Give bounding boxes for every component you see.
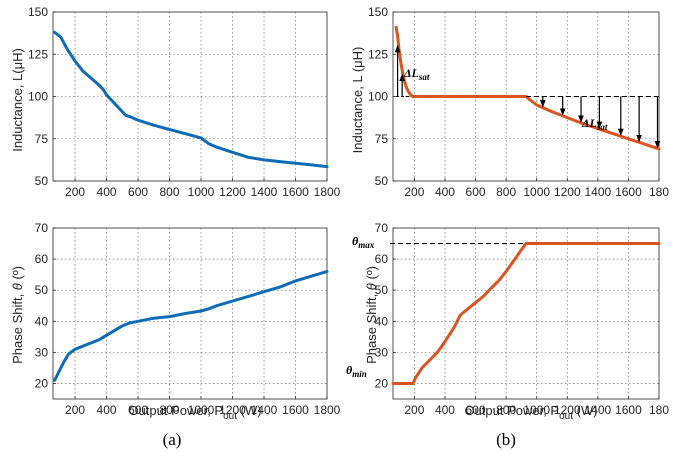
annotation-marks [390,45,661,245]
x-tick-label: 200 [404,185,424,199]
x-tick-label: 1400 [584,185,611,199]
x-tick-label: 1000 [523,403,550,417]
x-tick-label: 1000 [523,185,550,199]
x-tick-label: 400 [435,185,455,199]
x-tick-label: 800 [496,403,516,417]
x-tick-label: 180 [649,403,669,417]
y-tick-label: 50 [375,283,389,297]
x-tick-label: 600 [466,185,486,199]
x-tick-label: 1600 [282,403,309,417]
caption-a: (a) [163,430,182,449]
y-tick-label: 50 [35,283,49,297]
y-tick-label: 70 [375,221,389,235]
y-tick-label: 125 [368,47,388,61]
xlabel-b: Output Power, Pout (W) [464,403,597,422]
x-tick-label: 400 [435,403,455,417]
panel-a-top: 200 400 600 800 1000 1200 1400 1600 1800 50 75 100 1… [28,5,341,199]
y-tick-label: 100 [28,90,48,104]
caption-b: (b) [496,430,516,449]
x-tick-label: 1400 [584,403,611,417]
ylabel-b-bottom: Phase Shift, θ (º) [364,266,379,364]
series-line [391,242,661,385]
y-tick-label: 20 [375,376,389,390]
theta-annotations: θmax θmin [346,234,375,379]
x-tick-label: 400 [97,403,117,417]
y-tick-label: 50 [375,174,389,188]
xlabel-a: Output Power, Pout (W) [128,403,261,422]
y-tick-label: 50 [35,174,49,188]
x-tick-label: 800 [160,185,180,199]
theta-max-label: θmax [352,234,375,250]
panel-b-top: 200 400 600 800 1000 1200 1400 1600 180 50 75 100 12… [368,5,669,199]
ylabel-a-bottom: Phase Shift, θ (º) [10,266,25,364]
x-tick-label: 600 [128,403,148,417]
y-tick-label: 100 [368,90,388,104]
y-tick-label: 20 [35,376,49,390]
x-tick-label: 200 [65,403,85,417]
y-tick-label: 70 [35,221,49,235]
y-tick-label: 150 [28,5,48,19]
y-tick-label: 30 [35,345,49,359]
x-tick-label: 1600 [615,185,642,199]
x-tick-label: 200 [65,185,85,199]
y-tick-label: 30 [375,345,389,359]
y-tick-label: 40 [375,314,389,328]
series-line [53,270,329,382]
x-tick-label: 1000 [188,403,215,417]
x-tick-label: 1200 [219,185,246,199]
x-tick-label: 1200 [554,185,581,199]
y-tick-label: 75 [375,132,389,146]
x-tick-label: 1800 [314,185,341,199]
x-tick-label: 1600 [282,185,309,199]
panel-a-bottom: 200 400 600 800 1000 1200 1400 1600 1800 20 30 40 50… [35,221,341,417]
x-tick-label: 600 [128,185,148,199]
x-tick-label: 1800 [314,403,341,417]
x-tick-label: 1600 [615,403,642,417]
theta-min-label: θmin [346,363,367,379]
x-tick-label: 200 [404,403,424,417]
y-tick-label: 60 [35,252,49,266]
x-tick-label: 1200 [554,403,581,417]
x-tick-label: 1200 [219,403,246,417]
ylabel-a-top: Inductance, L(μH) [10,48,25,152]
series-line [53,30,329,169]
x-tick-label: 800 [160,403,180,417]
plot-frame [392,227,660,400]
x-tick-label: 180 [649,185,669,199]
y-tick-label: 75 [35,132,49,146]
x-tick-label: 800 [496,185,516,199]
panel-b-bottom: 200 400 600 800 1000 1200 1400 1600 180 20 30 40 50 6… [375,221,670,417]
x-tick-label: 1000 [188,185,215,199]
y-tick-label: 125 [28,47,48,61]
y-tick-label: 60 [375,252,389,266]
delta-l-label-left: ΔLsat [403,66,430,82]
y-tick-label: 40 [35,314,49,328]
ylabel-b-top: Inductance, L (μH) [350,47,365,154]
x-tick-label: 400 [97,185,117,199]
x-tick-label: 600 [466,403,486,417]
x-tick-label: 1400 [251,403,278,417]
y-tick-label: 150 [368,5,388,19]
x-tick-label: 1400 [251,185,278,199]
